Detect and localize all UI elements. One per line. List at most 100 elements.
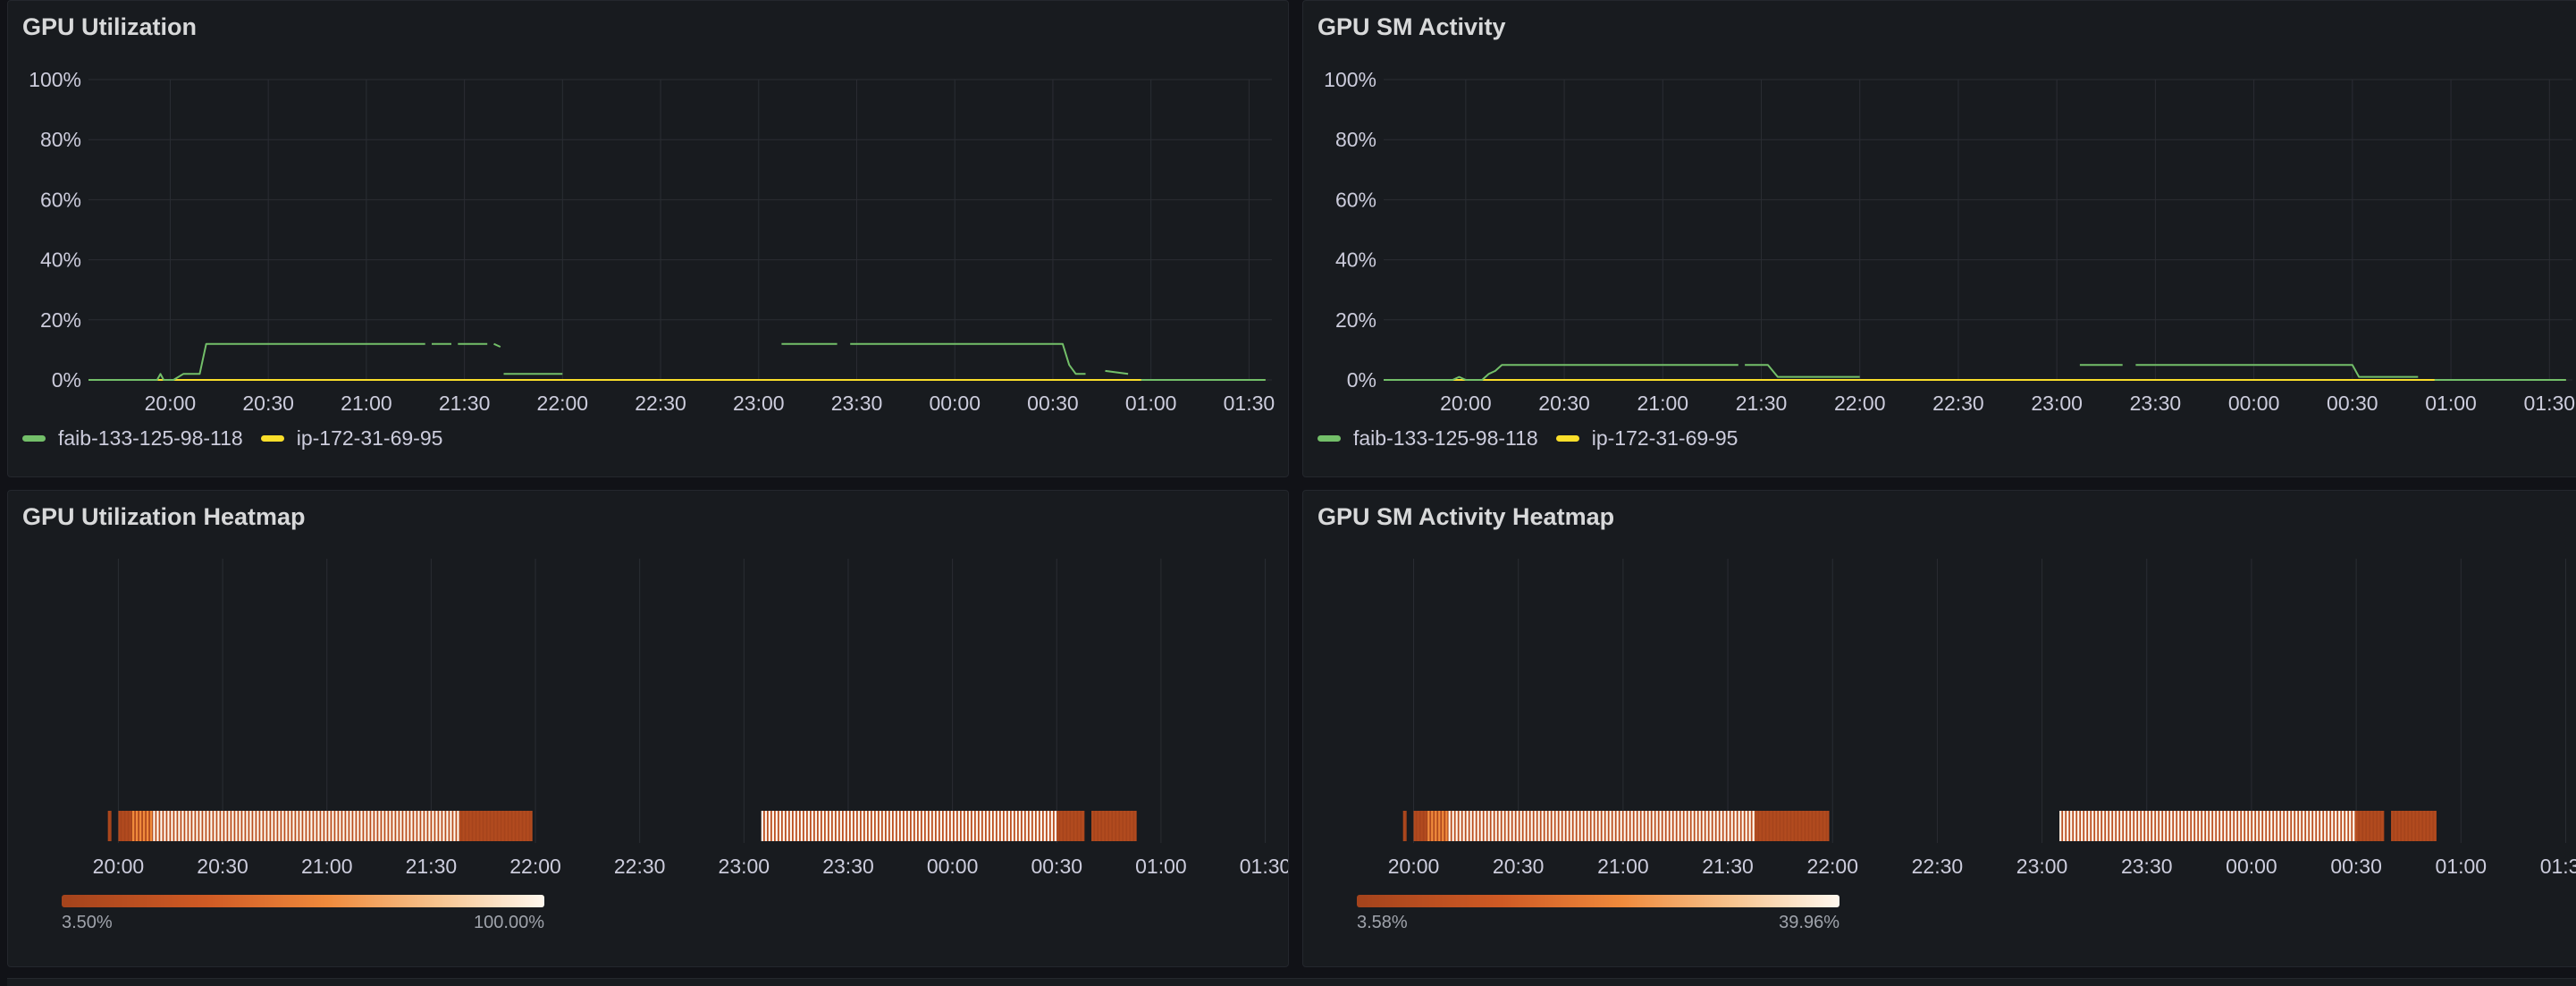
- heatmap-cell: [961, 811, 964, 841]
- y-tick-label: 100%: [1324, 68, 1376, 91]
- heatmap-cell: [1766, 811, 1769, 841]
- heatmap-cell: [914, 811, 917, 841]
- heatmap-cell: [1702, 811, 1705, 841]
- heatmap-cell: [484, 811, 486, 841]
- heatmap-cell: [317, 811, 320, 841]
- heatmap-cell: [324, 811, 327, 841]
- x-tick-label: 21:30: [1702, 855, 1754, 878]
- color-scale-bar: [1357, 895, 1839, 907]
- heatmap-cell: [349, 811, 352, 841]
- x-tick-label: 00:30: [1027, 392, 1079, 415]
- heatmap-cell: [1663, 811, 1665, 841]
- heatmap-cell: [1018, 811, 1021, 841]
- legend-item-ip[interactable]: ip-172-31-69-95: [1555, 426, 1738, 451]
- heatmap-cell: [2430, 811, 2433, 841]
- heatmap-cell: [1064, 811, 1066, 841]
- heatmap-cell: [864, 811, 867, 841]
- x-tick-label: 20:30: [197, 855, 248, 878]
- heatmap-cell: [1095, 811, 1098, 841]
- heatmap-cell: [1802, 811, 1805, 841]
- heatmap-cell: [893, 811, 896, 841]
- heatmap-cell: [1637, 811, 1640, 841]
- legend-item-faib[interactable]: faib-133-125-98-118: [22, 426, 243, 451]
- gpu-utilization-heatmap[interactable]: 20:00 20:30 21:00 21:30 22:00 22:30 23:00 23:30…: [8, 491, 1289, 967]
- heatmap-cell: [1570, 811, 1572, 841]
- heatmap-cell: [843, 811, 846, 841]
- x-tick-label: 23:00: [2031, 392, 2083, 415]
- heatmap-cell: [1102, 811, 1105, 841]
- series-line-faib-133-125-98-118: [1745, 364, 1860, 378]
- heatmap-cell: [804, 811, 806, 841]
- panel-title[interactable]: GPU Utilization: [22, 13, 197, 40]
- x-tick-label: 20:30: [1538, 392, 1590, 415]
- heatmap-cell: [868, 811, 871, 841]
- panel-title[interactable]: GPU Utilization Heatmap: [22, 503, 306, 530]
- heatmap-cell: [2092, 811, 2094, 841]
- gpu-sm-activity-chart[interactable]: 0% 20% 40% 60% 80% 100% 20:00 20:30 21:00 21:30 22…: [1303, 1, 2576, 477]
- heatmap-cell: [929, 811, 931, 841]
- heatmap-cell: [1562, 811, 1565, 841]
- heatmap-cell: [818, 811, 821, 841]
- heatmap-cell: [2281, 811, 2284, 841]
- heatmap-cell: [993, 811, 996, 841]
- heatmap-cell: [2106, 811, 2109, 841]
- heatmap-cell: [1612, 811, 1615, 841]
- heatmap-cell: [442, 811, 445, 841]
- series-line-faib-133-125-98-118: [88, 342, 425, 381]
- heatmap-cell: [196, 811, 198, 841]
- legend-item-faib[interactable]: faib-133-125-98-118: [1317, 426, 1538, 451]
- heatmap-cell: [2335, 811, 2337, 841]
- heatmap-cell: [125, 811, 128, 841]
- heatmap-cell: [285, 811, 288, 841]
- heatmap-cell: [1809, 811, 1812, 841]
- heatmap-cell: [1050, 811, 1053, 841]
- heatmap-cell: [1777, 811, 1780, 841]
- heatmap-cell: [918, 811, 921, 841]
- heatmap-cell: [342, 811, 345, 841]
- heatmap-cell: [943, 811, 946, 841]
- heatmap-cell: [768, 811, 770, 841]
- heatmap-cell: [882, 811, 885, 841]
- heatmap-cell: [2242, 811, 2244, 841]
- heatmap-cell: [782, 811, 785, 841]
- heatmap-cell: [260, 811, 263, 841]
- heatmap-cell: [1806, 811, 1808, 841]
- gpu-sm-activity-heatmap[interactable]: 20:00 20:30 21:00 21:30 22:00 22:30 23:00 23:30…: [1303, 491, 2576, 967]
- legend-item-ip[interactable]: ip-172-31-69-95: [260, 426, 442, 451]
- heatmap-cell: [1641, 811, 1644, 841]
- heatmap-cell: [861, 811, 863, 841]
- heatmap-cell: [846, 811, 849, 841]
- heatmap-cell: [192, 811, 195, 841]
- x-tick-label: 01:30: [2540, 855, 2576, 878]
- heatmap-cell: [1684, 811, 1687, 841]
- heatmap-cell: [2238, 811, 2241, 841]
- heatmap-cell-run: [118, 811, 132, 841]
- x-tick-label: 00:00: [927, 855, 979, 878]
- heatmap-cell: [2117, 811, 2119, 841]
- panel-title[interactable]: GPU SM Activity Heatmap: [1317, 503, 1615, 530]
- gpu-sm-activity-panel: GPU SM Activity 0% 20% 40% 60% 80% 100% 20:00 2…: [1302, 0, 2576, 477]
- heatmap-cell: [1466, 811, 1469, 841]
- heatmap-cell-run: [131, 811, 154, 841]
- x-tick-label: 23:30: [2121, 855, 2173, 878]
- gpu-utilization-chart[interactable]: 0% 20% 40% 60% 80% 100% 20:00 20:30 21:00 21:30 22…: [8, 1, 1289, 477]
- heatmap-cell: [2220, 811, 2223, 841]
- x-tick-label: 00:30: [2327, 392, 2378, 415]
- panel-title[interactable]: GPU SM Activity: [1317, 13, 1506, 40]
- heatmap-cell: [1813, 811, 1815, 841]
- heatmap-cell: [889, 811, 892, 841]
- heatmap-cell: [1677, 811, 1679, 841]
- heatmap-cell: [235, 811, 238, 841]
- heatmap-cell: [335, 811, 338, 841]
- heatmap-cell: [2202, 811, 2205, 841]
- scale-min-label: 3.58%: [1357, 913, 1408, 932]
- heatmap-cell: [1820, 811, 1823, 841]
- heatmap-cell: [1494, 811, 1497, 841]
- heatmap-cell: [2059, 811, 2062, 841]
- heatmap-cell: [185, 811, 188, 841]
- heatmap-cell: [2288, 811, 2291, 841]
- heatmap-cell: [178, 811, 181, 841]
- heatmap-cell: [2195, 811, 2198, 841]
- heatmap-cell: [382, 811, 384, 841]
- heatmap-cell: [1074, 811, 1077, 841]
